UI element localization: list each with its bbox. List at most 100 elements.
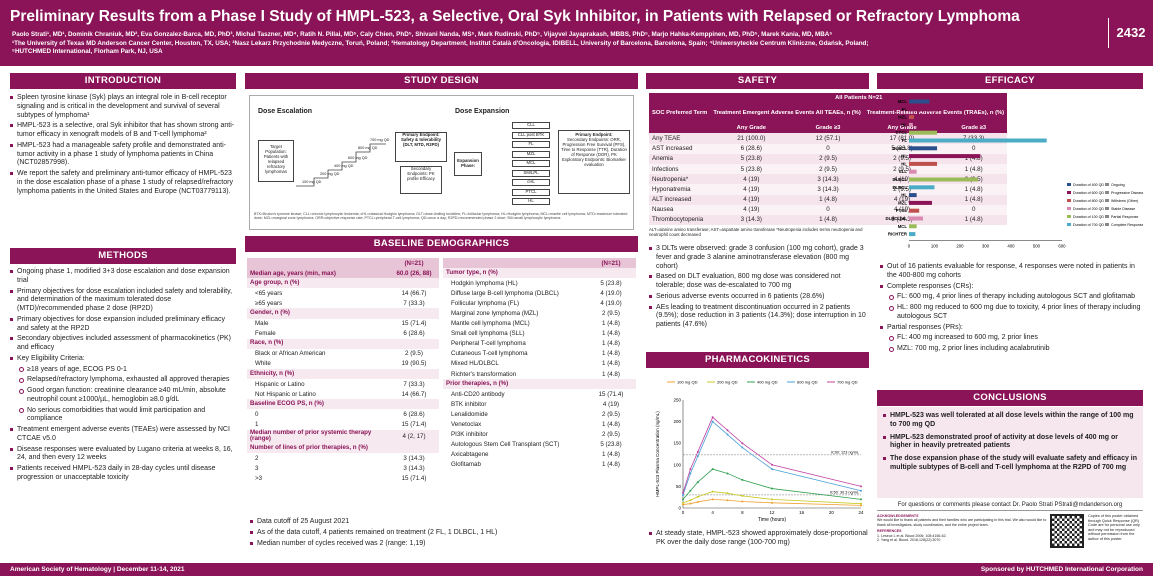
row-value: 1 (4.8) (602, 451, 620, 459)
col-grade3-2: Grade ≥3 (940, 123, 1008, 134)
methods-bullet: Secondary objectives included assessment… (10, 335, 236, 353)
pk-bullets: At steady state, HMPL-523 showed approxi… (649, 530, 869, 550)
data-point (726, 433, 729, 436)
row-label: Axicabtagene (451, 451, 489, 459)
data-point (696, 455, 699, 458)
row-label: ≥65 years (255, 299, 283, 307)
row-label: PI3K inhibitor (451, 431, 488, 439)
legend-label: Duration of 400 QD (1073, 183, 1104, 187)
y-axis-label: HMPL-523 Plasma Concentration (ng/mL) (655, 411, 660, 497)
legend-swatch (1067, 183, 1071, 186)
row-label: Diffuse large B-cell lymphoma (DLBCL) (451, 289, 559, 297)
ref-2: 2. Yang et al. Blood. 2016;128(22):3070 (877, 538, 941, 543)
data-point (771, 498, 773, 501)
cohort-box: HL (512, 198, 550, 205)
safety-cell: 12 (57.1) (792, 133, 864, 144)
affiliations-cont: ⁵HUTCHMED International, Florham Park, N… (12, 48, 163, 55)
exp-exploratory: Exploratory Endpoints: Biomarker evaluat… (561, 156, 626, 167)
swimmer-bar (909, 193, 917, 198)
footer-right: Sponsored by HUTCHMED International Corp… (980, 566, 1143, 573)
safety-cell: 1 (4.8) (940, 214, 1008, 226)
row-value: 2 (9.5) (602, 410, 620, 418)
safety-bullet: 3 DLTs were observed: grade 3 confusion … (649, 245, 869, 271)
all-patients: All Patients N=21 (710, 93, 1008, 104)
expansion-phase-box: Expansion Phase: (454, 152, 482, 176)
swimmer-category: HL (901, 193, 907, 198)
data-point (689, 472, 692, 475)
data-point (711, 468, 714, 471)
safety-cell: Nausea (649, 204, 711, 215)
safety-cell: 5 (23.8) (710, 153, 793, 164)
row-value: 2 (9.5) (602, 310, 620, 318)
safety-row: Hyponatremia 4 (19) 3 (14.3) 2 (9.5) 1 (4.8) (649, 184, 1008, 195)
safety-cell: 1 (4.8) (940, 184, 1008, 195)
x-tick-label: 400 (1007, 243, 1015, 248)
safety-bullet: AEs leading to treatment discontinuation… (649, 304, 869, 330)
row-label: Peripheral T-cell lymphoma (451, 340, 526, 348)
row-value (389, 369, 439, 380)
table-row: Male 15 (71.4) (247, 319, 439, 329)
safety-cell: 4 (19) (710, 174, 793, 185)
legend-swatch (1105, 223, 1109, 226)
legend-label: 700 mg QD (837, 380, 858, 385)
row-value: 1 (4.8) (602, 461, 620, 469)
x-axis-label: Time (hours) (758, 517, 786, 522)
safety-cell: 5 (23.8) (863, 143, 941, 154)
series-line (682, 420, 862, 496)
row-value: 1 (4.8) (602, 360, 620, 368)
x-tick-label: 100 (931, 243, 939, 248)
swimmer-category: CTCL (896, 130, 908, 135)
table-row: PI3K inhibitor 2 (9.5) (443, 430, 636, 440)
qr-code[interactable] (1050, 514, 1084, 548)
row-value (586, 379, 636, 390)
swimmer-bar (909, 177, 978, 182)
data-point (696, 495, 699, 498)
table-row: Anti-CD20 antibody 15 (71.4) (443, 389, 636, 399)
row-label: Median number of prior systemic therapy … (247, 429, 389, 444)
row-label: Follicular lymphoma (FL) (451, 299, 520, 307)
x-tick-label: 300 (982, 243, 990, 248)
data-point (741, 442, 744, 445)
pk-bullet: At steady state, HMPL-523 showed approxi… (649, 530, 869, 548)
baseline-table-right: (N=21) Tumor type, n (%) Hodgkin lymphoma … (443, 258, 636, 470)
baseline-bullet: As of the data cutoff, 4 patients remain… (250, 529, 635, 538)
safety-table: SOC Preferred Term All Patients N=21 Trea… (649, 93, 1008, 237)
data-point (726, 472, 729, 475)
safety-cell: 17 (81.0) (863, 133, 941, 144)
data-point (696, 500, 699, 503)
legend-swatch (1067, 191, 1071, 194)
col-any-grade: Any Grade (710, 123, 793, 134)
table-header-row: (N=21) (443, 258, 636, 269)
row-label: Richter's transformation (451, 370, 517, 378)
escalation-label: Dose Escalation (258, 108, 313, 115)
conclusion-item: HMPL-523 demonstrated proof of activity … (882, 434, 1138, 452)
cohort-box: MCL (512, 160, 550, 167)
legend-label: 100 mg QD (677, 380, 698, 385)
row-value: 15 (71.4) (401, 475, 427, 483)
swimmer-category: DLBCL/HL (886, 216, 908, 221)
table-row: Richter's transformation 1 (4.8) (443, 369, 636, 379)
legend-swatch (1105, 183, 1109, 186)
swimmer-bar (909, 99, 930, 104)
x-tick-label: 200 (956, 243, 964, 248)
methods-bullets: Ongoing phase 1, modified 3+3 dose escal… (10, 268, 236, 485)
intro-bullet: HMPL-523 had a manageable safety profile… (10, 142, 236, 168)
safety-cell: 3 (14.3) (710, 214, 793, 226)
legend-label: Complete Response (1111, 223, 1143, 227)
safety-row: AST increased 6 (28.6) 0 5 (23.8) 0 (649, 143, 1008, 154)
table-row: Hispanic or Latino 7 (33.3) (247, 379, 439, 389)
swimmer-bar (909, 130, 938, 135)
efficacy-bullet: FL: 600 mg, 4 prior lines of therapy inc… (880, 293, 1142, 302)
table-row: White 19 (90.5) (247, 359, 439, 369)
dose-label: 700 mg QD (370, 138, 390, 142)
row-label: Ethnicity, n (%) (247, 369, 389, 380)
data-point (860, 498, 862, 501)
safety-cell: 1 (4.8) (792, 194, 864, 205)
swimmer-bar (909, 200, 932, 205)
cohort-box: MZL (512, 150, 550, 158)
efficacy-bullet: HL: 800 mg reduced to 600 mg due to toxi… (880, 304, 1142, 322)
row-label: Small cell lymphoma (SLL) (451, 330, 525, 338)
swimmer-category: DLBCL (892, 185, 907, 190)
data-point (682, 501, 684, 504)
qr-note: Copies of this poster obtained through Q… (1088, 514, 1140, 541)
